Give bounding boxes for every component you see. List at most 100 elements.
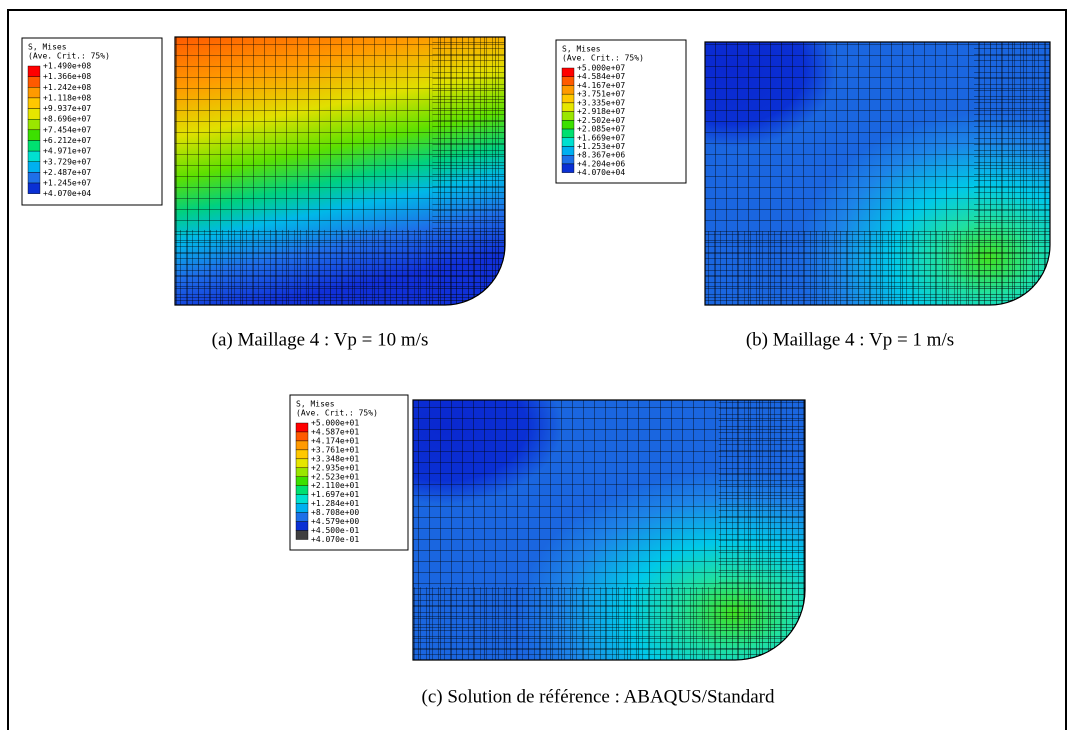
legend-swatch bbox=[27, 140, 41, 152]
legend-label: +1.242e+08 bbox=[43, 83, 91, 92]
legend-label: +5.000e+01 bbox=[311, 419, 359, 428]
contour-plot bbox=[175, 37, 505, 305]
legend-label: +4.579e+00 bbox=[311, 517, 359, 526]
legend-label: +4.587e+01 bbox=[311, 427, 359, 436]
legend-label: +3.729e+07 bbox=[43, 157, 91, 166]
legend-label: +2.487e+07 bbox=[43, 168, 91, 177]
legend-swatch bbox=[561, 111, 575, 121]
legend-label: +8.696e+07 bbox=[43, 115, 91, 124]
legend-title: S, Mises bbox=[562, 45, 601, 54]
plot-outline bbox=[412, 399, 806, 661]
legend-label: +2.918e+07 bbox=[577, 107, 625, 116]
legend-swatch bbox=[561, 146, 575, 156]
legend-swatch bbox=[27, 65, 41, 77]
legend-swatch bbox=[561, 85, 575, 95]
legend-label: +2.110e+01 bbox=[311, 481, 359, 490]
legend-title: S, Mises bbox=[28, 43, 67, 52]
legend-swatch bbox=[27, 129, 41, 141]
legend-box bbox=[21, 37, 163, 206]
contour-plot bbox=[705, 42, 1050, 305]
legend-label: +3.335e+07 bbox=[577, 98, 625, 107]
legend-swatch bbox=[561, 120, 575, 130]
legend-label: +5.000e+07 bbox=[577, 64, 625, 73]
legend-swatch bbox=[27, 182, 41, 194]
legend-label: +4.167e+07 bbox=[577, 81, 625, 90]
legend-swatch bbox=[27, 150, 41, 162]
legend-swatch bbox=[295, 449, 309, 460]
legend-swatch bbox=[561, 163, 575, 173]
legend-label: +4.070e+04 bbox=[43, 189, 91, 198]
legend-label: +1.245e+07 bbox=[43, 179, 91, 188]
legend-label: +1.366e+08 bbox=[43, 72, 91, 81]
mesh-fine-col bbox=[974, 42, 1050, 305]
legend-label: +2.085e+07 bbox=[577, 125, 625, 134]
legend-label: +1.118e+08 bbox=[43, 93, 91, 102]
legend-swatch bbox=[295, 440, 309, 451]
legend-label: +1.284e+01 bbox=[311, 499, 359, 508]
legend-swatch bbox=[27, 97, 41, 109]
legend-label: +2.502e+07 bbox=[577, 116, 625, 125]
legend-label: +8.708e+00 bbox=[311, 508, 359, 517]
legend-swatch bbox=[295, 530, 309, 540]
legend-box bbox=[289, 394, 409, 551]
legend-swatch bbox=[27, 87, 41, 99]
plot-outline bbox=[704, 41, 1051, 306]
legend-label: +2.523e+01 bbox=[311, 472, 359, 481]
legend-swatch bbox=[561, 76, 575, 86]
legend-swatch bbox=[561, 154, 575, 165]
legend-box bbox=[555, 39, 687, 184]
legend-label: +9.937e+07 bbox=[43, 104, 91, 113]
legend-label: +4.070e+04 bbox=[577, 168, 625, 177]
contour-plot bbox=[413, 400, 805, 660]
legend-label: +1.697e+01 bbox=[311, 490, 359, 499]
legend-label: +4.204e+06 bbox=[577, 159, 625, 168]
mesh-fine-col bbox=[432, 37, 505, 305]
legend-label: +1.490e+08 bbox=[43, 62, 91, 71]
plot-outline bbox=[174, 36, 506, 306]
legend-swatch bbox=[295, 485, 309, 495]
legend-swatch bbox=[561, 93, 575, 104]
legend-title: S, Mises bbox=[296, 400, 335, 409]
legend-label: +3.761e+01 bbox=[311, 445, 359, 454]
legend-label: +4.584e+07 bbox=[577, 72, 625, 81]
legend-label: +2.935e+01 bbox=[311, 463, 359, 472]
legend-label: +3.348e+01 bbox=[311, 454, 359, 463]
legend-swatch bbox=[295, 494, 309, 504]
legend-label: +8.367e+06 bbox=[577, 151, 625, 160]
legend-swatch bbox=[27, 118, 41, 131]
legend-subtitle: (Ave. Crit.: 75%) bbox=[562, 54, 644, 63]
legend-swatch bbox=[295, 422, 309, 433]
legend-subtitle: (Ave. Crit.: 75%) bbox=[296, 409, 378, 418]
legend-label: +4.174e+01 bbox=[311, 436, 359, 445]
legend-swatch bbox=[27, 108, 41, 120]
mesh-fine-col bbox=[718, 400, 805, 660]
legend-label: +1.253e+07 bbox=[577, 142, 625, 151]
legend-swatch bbox=[295, 458, 309, 469]
caption: (c) Solution de référence : ABAQUS/Stand… bbox=[422, 686, 775, 707]
legend-swatch bbox=[295, 431, 309, 442]
legend-subtitle: (Ave. Crit.: 75%) bbox=[28, 52, 110, 61]
legend-swatch bbox=[295, 521, 309, 531]
legend-swatch bbox=[295, 476, 309, 486]
caption: (a) Maillage 4 : Vp = 10 m/s bbox=[212, 329, 429, 350]
legend-swatch bbox=[27, 76, 41, 88]
legend-label: +4.971e+07 bbox=[43, 147, 91, 156]
legend-swatch bbox=[561, 67, 575, 77]
legend-swatch bbox=[295, 512, 309, 522]
legend-swatch bbox=[27, 172, 41, 184]
legend-swatch bbox=[561, 137, 575, 147]
legend-label: +1.669e+07 bbox=[577, 133, 625, 142]
legend-label: +4.500e-01 bbox=[311, 526, 359, 535]
legend-label: +4.070e-01 bbox=[311, 535, 359, 544]
legend-swatch bbox=[27, 161, 41, 173]
legend-swatch bbox=[561, 128, 575, 138]
frame bbox=[7, 9, 1067, 730]
legend-label: +7.454e+07 bbox=[43, 125, 91, 134]
legend-swatch bbox=[561, 102, 575, 112]
legend-swatch bbox=[295, 467, 309, 477]
legend-label: +6.212e+07 bbox=[43, 136, 91, 145]
caption: (b) Maillage 4 : Vp = 1 m/s bbox=[746, 329, 954, 350]
legend-label: +3.751e+07 bbox=[577, 90, 625, 99]
legend-swatch bbox=[295, 503, 309, 513]
